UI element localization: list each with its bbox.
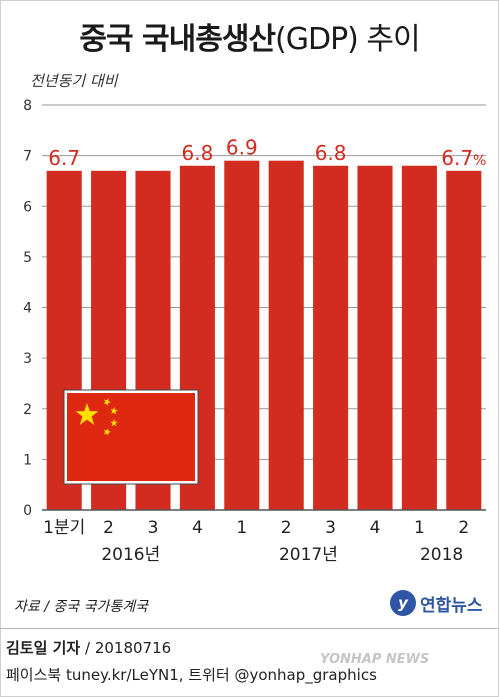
year-label: 2017년 (279, 545, 338, 565)
bar (357, 165, 393, 510)
x-tick-label: 3 (148, 518, 159, 538)
unit-label: % (473, 153, 486, 169)
gdp-bar-chart: 0 1 2 3 4 5 6 7 8 6.7 6.8 6.9 6.8 6.7% 1분기 2 3 4 1 2 3 4 1 2 201… (23, 98, 486, 565)
byline-name: 김토일 기자 (6, 639, 81, 657)
x-tick-label: 4 (370, 518, 381, 538)
y-tick-label: 0 (23, 503, 32, 519)
bar (401, 165, 437, 510)
source-note: 자료 / 중국 국가통계국 (14, 599, 148, 615)
y-tick-label: 7 (23, 149, 32, 165)
title-paren: (GDP) 추이 (275, 22, 421, 57)
watermark: YONHAP NEWS (320, 652, 430, 667)
byline: 김토일 기자 / 20180716 (6, 637, 171, 658)
y-tick-label: 2 (23, 402, 32, 418)
bar (446, 170, 482, 510)
y-tick-label: 6 (23, 199, 32, 215)
social-links: 페이스북 tuney.kr/LeYN1, 트위터 @yonhap_graphic… (6, 666, 377, 684)
data-label: 6.8 (315, 141, 347, 165)
flag-star-icon (75, 403, 99, 425)
bar (313, 165, 349, 510)
data-label: 6.8 (181, 141, 213, 165)
flag-star-icon (103, 398, 111, 406)
logo-text: 연합뉴스 (420, 595, 483, 616)
x-tick-label: 1 (236, 518, 247, 538)
x-tick-label: 1분기 (43, 518, 85, 538)
year-label: 2016년 (101, 545, 160, 565)
data-label: 6.9 (226, 136, 258, 160)
bar (224, 160, 260, 510)
x-tick-label: 3 (325, 518, 336, 538)
flag-star-icon (110, 419, 118, 427)
footer-divider (0, 628, 499, 629)
byline-date: / 20180716 (80, 639, 172, 657)
year-label: 2018 (420, 545, 463, 565)
data-label: 6.7 (48, 146, 80, 170)
title-main: 중국 국내총생산 (79, 22, 276, 57)
y-tick-label: 3 (23, 351, 32, 367)
x-tick-label: 1 (414, 518, 425, 538)
x-tick-label: 4 (192, 518, 203, 538)
y-tick-label: 1 (23, 452, 32, 468)
x-tick-label: 2 (458, 518, 469, 538)
y-tick-label: 5 (23, 250, 32, 266)
yonhap-logo-icon: y (390, 590, 416, 616)
y-tick-label: 4 (23, 301, 32, 317)
y-tick-label: 8 (23, 98, 32, 114)
yonhap-logo: y 연합뉴스 (390, 590, 483, 616)
flag-star-icon (110, 407, 118, 415)
flag-star-icon (103, 428, 111, 436)
data-label: 6.7% (441, 146, 486, 170)
x-tick-label: 2 (281, 518, 292, 538)
bar (268, 160, 304, 510)
x-tick-label: 2 (103, 518, 114, 538)
y-axis-label: 전년동기 대비 (30, 72, 118, 90)
chart-title: 중국 국내총생산(GDP) 추이 (0, 14, 499, 58)
